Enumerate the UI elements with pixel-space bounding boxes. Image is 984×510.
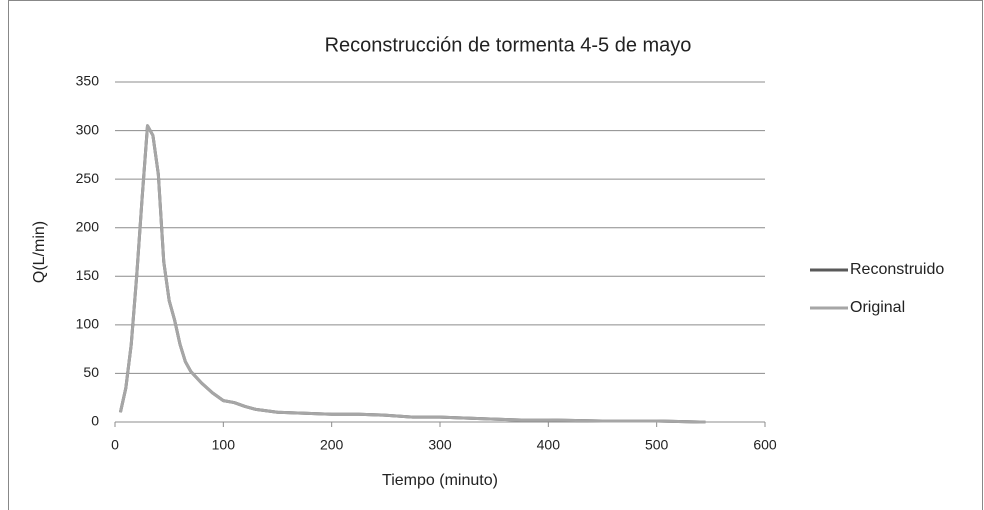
legend-label: Original [850,299,905,316]
x-tick-label: 0 [111,437,119,453]
y-tick-label: 200 [76,218,100,234]
x-axis-title: Tiempo (minuto) [382,472,498,489]
chart-border [8,0,983,510]
x-tick-label: 200 [320,437,344,453]
series-line [118,124,706,424]
x-tick-label: 500 [645,437,669,453]
chart-title: Reconstrucción de tormenta 4-5 de mayo [325,34,692,56]
x-tick-label: 400 [537,437,561,453]
y-tick-label: 150 [76,267,100,283]
y-tick-label: 250 [76,170,100,186]
legend-label: Reconstruido [850,261,944,278]
y-tick-label: 100 [76,316,100,332]
y-axis-title: Q(L/min) [31,221,48,283]
x-tick-label: 100 [212,437,236,453]
y-tick-label: 350 [76,73,100,89]
y-tick-label: 50 [83,364,99,380]
y-tick-label: 300 [76,121,100,137]
y-tick-label: 0 [91,413,99,429]
x-tick-label: 600 [753,437,777,453]
x-tick-label: 300 [428,437,452,453]
